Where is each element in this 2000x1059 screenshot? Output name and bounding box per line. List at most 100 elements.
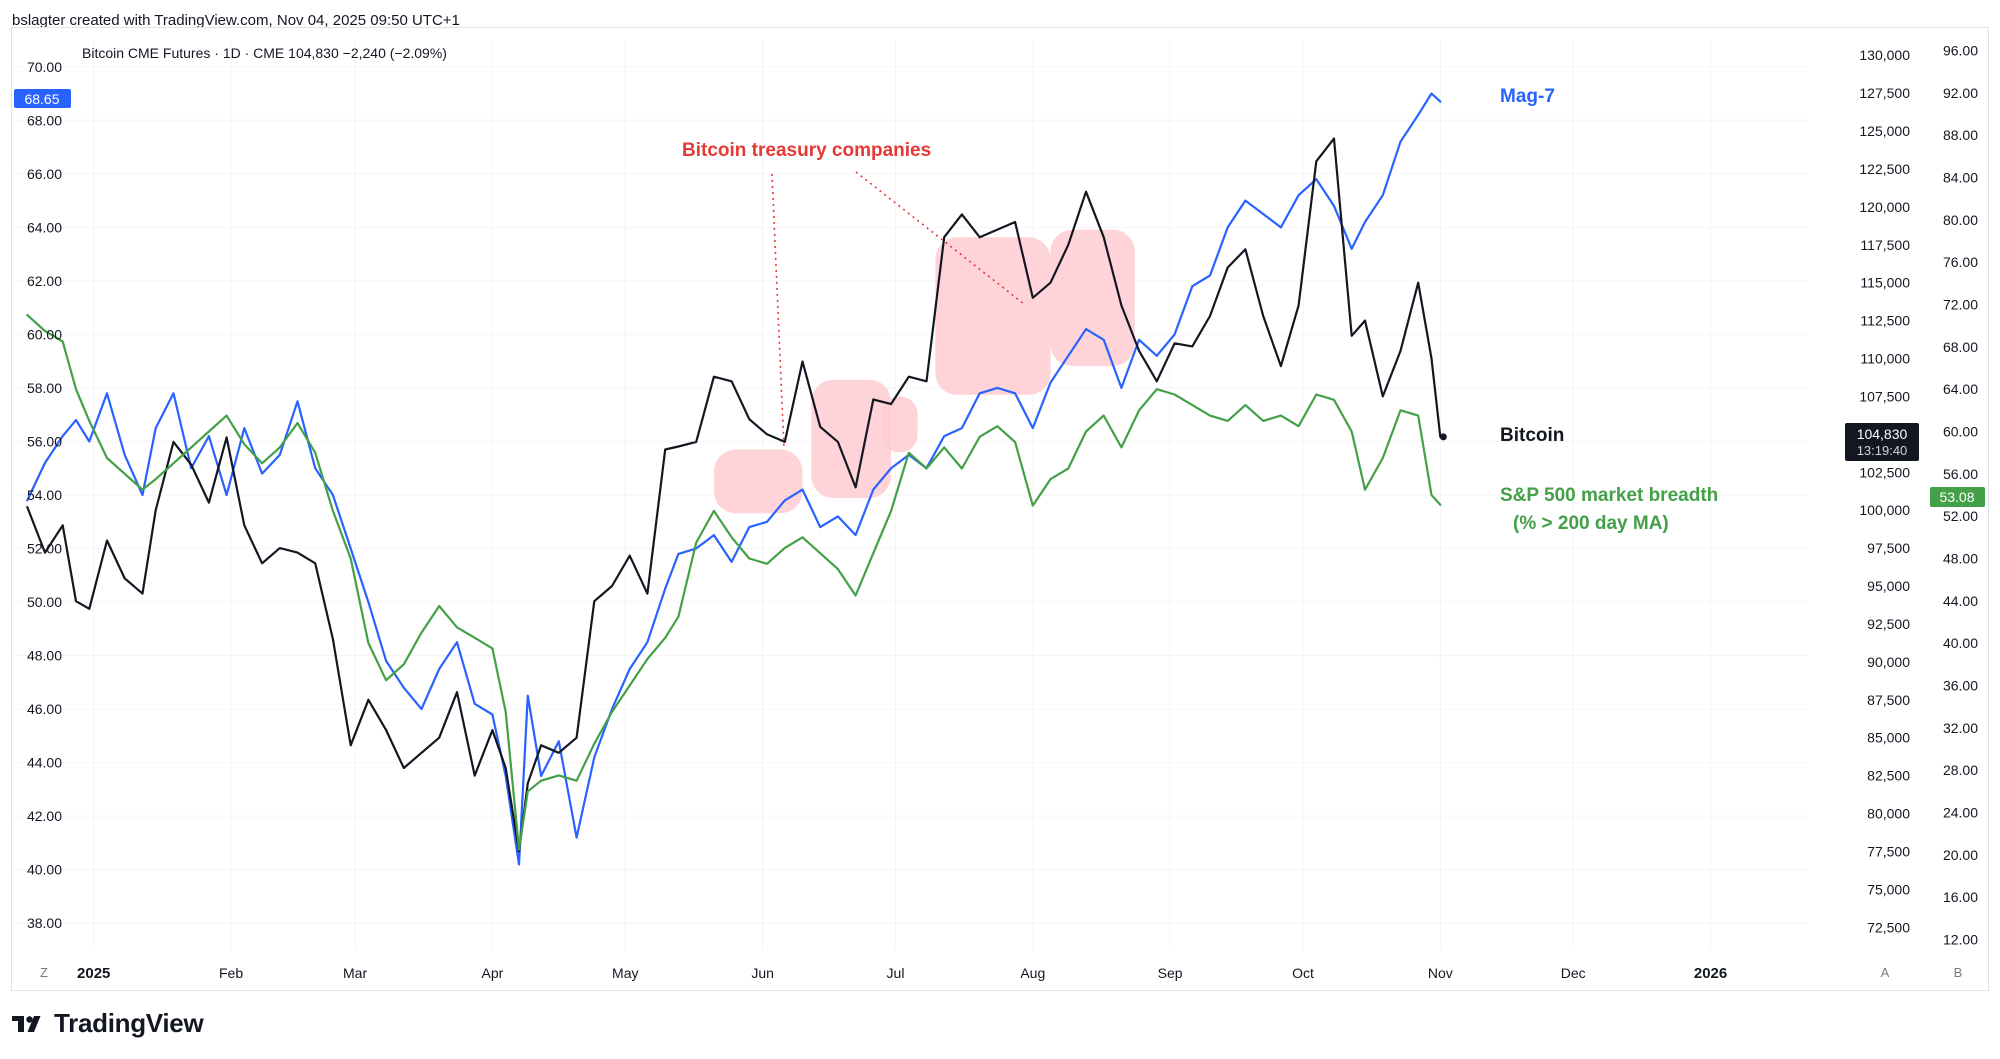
btc-axis-tick-label: 97,500 (1867, 540, 1910, 556)
scale-mode-a-button[interactable]: A (1881, 965, 1890, 980)
treasury-highlight-3 (935, 237, 1051, 395)
time-axis-tick-label: Nov (1428, 965, 1453, 981)
left-value-badge-bg (14, 89, 71, 108)
left-axis-tick-label: 44.00 (27, 755, 62, 771)
left-value-badge: 68.65 (24, 91, 59, 107)
time-axis-tick-label: Dec (1561, 965, 1586, 981)
breadth-value-badge: 53.08 (1939, 489, 1974, 505)
right-axis-tick-label: 84.00 (1943, 170, 1978, 186)
treasury-highlight-2 (882, 396, 918, 453)
treasury-annotation: Bitcoin treasury companies (682, 140, 931, 161)
btc-axis-tick-label: 100,000 (1859, 502, 1910, 518)
right-axis-tick-label: 76.00 (1943, 254, 1978, 270)
series-line-2[interactable] (26, 314, 1442, 851)
right-axis-tick-label: 88.00 (1943, 127, 1978, 143)
left-axis-tick-label: 50.00 (27, 594, 62, 610)
left-axis-tick-label: 42.00 (27, 808, 62, 824)
time-axis-tick-label: Oct (1292, 965, 1314, 981)
bitcoin-label: Bitcoin (1500, 425, 1564, 446)
right-price-axis: 12.00 16.00 20.00 24.00 28.00 32.00 36.00 40.00… (1943, 43, 1978, 948)
right-axis-tick-label: 68.00 (1943, 339, 1978, 355)
breadth-value-badge-bg (1930, 487, 1985, 507)
right-axis-tick-label: 16.00 (1943, 889, 1978, 905)
symbol-legend[interactable]: Bitcoin CME Futures · 1D · CME 104,830 −… (82, 45, 447, 61)
time-axis-tick-label: Mar (343, 965, 367, 981)
btc-axis-tick-label: 87,500 (1867, 692, 1910, 708)
treasury-highlight-1 (811, 379, 892, 499)
time-axis: 2025 Feb Mar Apr May Jun Jul Aug Sep Oct Nov Dec 202… (77, 965, 1727, 982)
btc-axis-tick-label: 115,000 (1860, 275, 1910, 291)
right-axis-tick-label: 64.00 (1943, 381, 1978, 397)
btc-axis-tick-label: 112,500 (1860, 313, 1910, 329)
btc-timer-badge: 13:19:40 (1857, 443, 1908, 458)
right-axis-tick-label: 40.00 (1943, 635, 1978, 651)
right-axis-tick-label: 96.00 (1943, 43, 1978, 59)
btc-axis-tick-label: 130,000 (1859, 47, 1910, 63)
left-axis-tick-label: 58.00 (27, 380, 62, 396)
annotation-layer: Bitcoin treasury companies Mag-7 Bitcoin… (682, 86, 1718, 534)
left-axis-tick-label: 66.00 (27, 166, 62, 182)
left-axis-tick-label: 40.00 (27, 862, 62, 878)
left-price-axis: 38.00 40.00 42.00 44.00 46.00 48.00 50.00 52.00… (27, 59, 62, 931)
btc-axis-tick-label: 127,500 (1859, 85, 1910, 101)
btc-axis-tick-label: 95,000 (1867, 578, 1910, 594)
scale-mode-z-button[interactable]: Z (40, 965, 48, 980)
left-axis-tick-label: 70.00 (27, 59, 62, 75)
bitcoin-last-point (1439, 433, 1447, 441)
mag7-label: Mag-7 (1500, 86, 1555, 107)
left-axis-tick-label: 46.00 (27, 701, 62, 717)
right-axis-tick-label: 32.00 (1943, 720, 1978, 736)
btc-axis-tick-label: 92,500 (1867, 616, 1910, 632)
btc-axis-tick-label: 80,000 (1867, 806, 1910, 822)
btc-axis-tick-label: 107,500 (1859, 388, 1910, 404)
series-line-0[interactable] (26, 92, 1442, 866)
right-axis-tick-label: 60.00 (1943, 424, 1978, 440)
price-badges: 68.65 104,830 13:19:40 53.08 (14, 89, 1985, 507)
scale-mode-b-button[interactable]: B (1954, 965, 1963, 980)
left-axis-tick-label: 54.00 (27, 487, 62, 503)
time-axis-tick-label: May (612, 965, 638, 981)
chart-attribution: bslagter created with TradingView.com, N… (12, 12, 460, 29)
time-axis-tick-label: Sep (1158, 965, 1183, 981)
tradingview-wordmark: TradingView (54, 1008, 204, 1038)
btc-axis-tick-label: 72,500 (1867, 919, 1910, 935)
btc-axis-tick-label: 110,000 (1860, 351, 1910, 367)
series-lines (26, 92, 1447, 866)
time-axis-tick-label: 2025 (77, 965, 110, 982)
btc-axis-tick-label: 77,500 (1867, 843, 1910, 859)
btc-axis-tick-label: 85,000 (1867, 730, 1910, 746)
btc-axis-tick-label: 90,000 (1867, 654, 1910, 670)
tradingview-logo-icon (12, 1015, 41, 1032)
right-axis-tick-label: 92.00 (1943, 85, 1978, 101)
left-axis-tick-label: 48.00 (27, 648, 62, 664)
left-axis-tick-label: 62.00 (27, 273, 62, 289)
right-axis-tick-label: 12.00 (1943, 931, 1978, 947)
time-axis-tick-label: Feb (219, 965, 243, 981)
right-axis-tick-label: 52.00 (1943, 508, 1978, 524)
time-axis-tick-label: 2026 (1694, 965, 1727, 982)
right-axis-tick-label: 44.00 (1943, 593, 1978, 609)
treasury-highlight-4 (1050, 229, 1135, 367)
left-axis-tick-label: 52.00 (27, 541, 62, 557)
tradingview-logo[interactable]: TradingView (12, 1008, 204, 1039)
btc-axis-tick-label: 122,500 (1859, 161, 1910, 177)
left-axis-tick-label: 68.00 (27, 112, 62, 128)
chart-frame (11, 27, 1989, 991)
breadth-label-line2: (% > 200 day MA) (1513, 513, 1669, 534)
right-axis-tick-label: 24.00 (1943, 804, 1978, 820)
time-axis-tick-label: Apr (482, 965, 504, 981)
breadth-label-line1: S&P 500 market breadth (1500, 485, 1718, 506)
time-axis-tick-label: Jul (887, 965, 905, 981)
right-axis-tick-label: 48.00 (1943, 550, 1978, 566)
time-axis-tick-label: Jun (751, 965, 774, 981)
time-axis-tick-label: Aug (1020, 965, 1045, 981)
series-line-1[interactable] (26, 137, 1442, 853)
treasury-highlight-blobs (713, 229, 1135, 514)
annotation-leader-1 (771, 173, 785, 449)
chart-canvas[interactable]: Bitcoin treasury companies Mag-7 Bitcoin… (0, 0, 2000, 1000)
right-axis-tick-label: 20.00 (1943, 847, 1978, 863)
right-axis-tick-label: 56.00 (1943, 466, 1978, 482)
btc-axis-tick-label: 82,500 (1867, 768, 1910, 784)
left-axis-tick-label: 60.00 (27, 326, 62, 342)
left-axis-tick-label: 64.00 (27, 219, 62, 235)
